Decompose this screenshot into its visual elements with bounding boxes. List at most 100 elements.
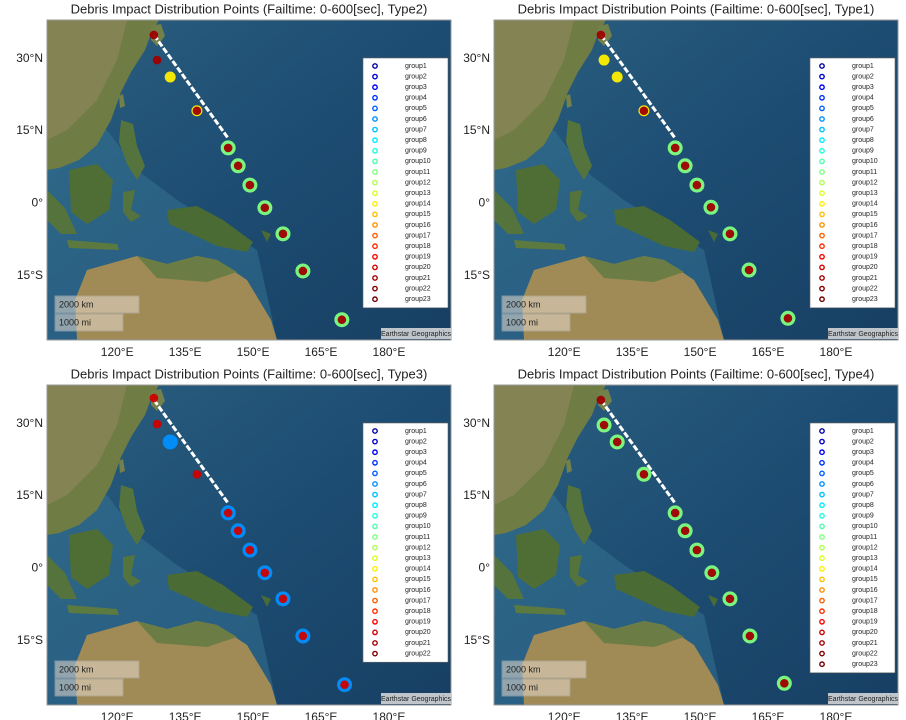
legend-label: group11 <box>405 534 430 541</box>
map-panel: Debris Impact Distribution Points (Failt… <box>463 1 898 359</box>
y-tick-label: 15°S <box>464 633 490 647</box>
x-tick-label: 150°E <box>684 345 717 359</box>
map-frame <box>46 19 452 341</box>
legend-marker <box>372 618 378 625</box>
legend-label: group7 <box>852 126 874 133</box>
legend-label: group6 <box>852 116 874 123</box>
legend-marker <box>819 597 825 604</box>
legend-marker <box>819 63 825 69</box>
x-tick-label: 135°E <box>169 345 202 359</box>
x-tick-label: 165°E <box>305 710 338 720</box>
impact-point <box>599 420 609 430</box>
legend-marker <box>819 200 825 207</box>
map-panel: Debris Impact Distribution Points (Failt… <box>463 366 898 720</box>
legend-label: group14 <box>405 566 431 573</box>
legend-marker <box>819 428 825 434</box>
legend-marker <box>819 534 825 540</box>
flight-track <box>599 34 677 139</box>
y-tick-label: 30°N <box>16 51 43 65</box>
legend-label: group17 <box>405 232 431 239</box>
legend-label: group7 <box>405 126 427 133</box>
scale-label: 1000 mi <box>506 682 538 692</box>
legend-label: group1 <box>852 63 874 70</box>
impact-point <box>745 631 755 641</box>
legend-label: group4 <box>852 95 874 102</box>
legend-label: group14 <box>852 201 878 208</box>
legend-marker <box>372 137 378 144</box>
impact-point <box>260 203 270 213</box>
impact-point <box>152 55 162 65</box>
attribution-box <box>381 693 451 704</box>
legend-marker <box>819 544 825 551</box>
scale-bar <box>501 295 587 314</box>
attribution: Earthstar Geographics <box>381 331 452 338</box>
scale-label: 2000 km <box>59 664 94 674</box>
legend-label: group8 <box>405 137 427 144</box>
legend-label: group6 <box>852 481 874 488</box>
scale-label: 1000 mi <box>59 317 91 327</box>
impact-point <box>706 202 716 212</box>
scale-label: 2000 km <box>59 299 94 309</box>
legend-marker <box>819 587 825 593</box>
legend-label: group11 <box>852 169 877 176</box>
legend-marker <box>372 576 378 583</box>
legend-marker <box>819 640 825 646</box>
legend-label: group10 <box>852 523 878 530</box>
legend-marker <box>372 296 378 303</box>
legend-label: group5 <box>852 470 874 477</box>
legend-label: group1 <box>405 63 427 70</box>
legend-marker <box>372 512 378 519</box>
x-tick-label: 180°E <box>820 345 853 359</box>
legend-marker <box>819 512 825 519</box>
legend-marker <box>819 147 825 154</box>
legend-label: group17 <box>852 232 878 239</box>
legend-label: group18 <box>405 243 431 250</box>
legend-marker <box>372 264 378 271</box>
legend-label: group10 <box>405 158 431 165</box>
legend-label: group15 <box>405 211 431 218</box>
legend-label: group14 <box>405 201 431 208</box>
legend-marker <box>819 126 825 133</box>
scale-label: 1000 mi <box>59 682 91 692</box>
flight-track <box>152 399 230 504</box>
legend-label: group20 <box>852 629 878 636</box>
impact-point <box>223 508 233 518</box>
legend-marker <box>819 190 825 197</box>
attribution-box <box>828 328 898 339</box>
legend-label: group5 <box>405 105 427 112</box>
x-tick-label: 180°E <box>373 345 406 359</box>
impact-point <box>340 680 349 690</box>
legend-marker <box>372 640 378 646</box>
scale-bar <box>54 660 140 679</box>
legend-label: group12 <box>405 544 431 551</box>
y-tick-label: 0° <box>479 561 491 575</box>
x-tick-label: 120°E <box>548 710 581 720</box>
legend-label: group9 <box>852 513 874 520</box>
legend-marker <box>372 481 378 487</box>
x-tick-label: 120°E <box>101 710 134 720</box>
legend-label: group23 <box>405 296 431 303</box>
legend-label: group17 <box>405 597 431 604</box>
legend-label: group2 <box>852 438 874 445</box>
legend-marker <box>819 491 825 498</box>
legend-marker <box>819 264 825 271</box>
legend-marker <box>819 459 825 466</box>
legend-marker <box>372 179 378 186</box>
legend-label: group19 <box>405 254 431 261</box>
impact-point <box>192 106 202 116</box>
legend-marker <box>819 253 825 260</box>
legend-label: group8 <box>852 502 874 509</box>
legend-label: group3 <box>405 449 427 456</box>
legend-marker <box>372 544 378 551</box>
legend-marker <box>819 232 825 239</box>
impact-point <box>162 434 178 450</box>
legend-label: group13 <box>405 190 431 197</box>
legend-marker <box>819 94 825 101</box>
legend-label: group16 <box>852 222 878 229</box>
impact-point <box>278 229 288 239</box>
legend-marker <box>372 597 378 604</box>
legend-marker <box>372 491 378 498</box>
legend-marker <box>372 629 378 636</box>
legend-marker <box>372 147 378 154</box>
legend-marker <box>372 459 378 466</box>
